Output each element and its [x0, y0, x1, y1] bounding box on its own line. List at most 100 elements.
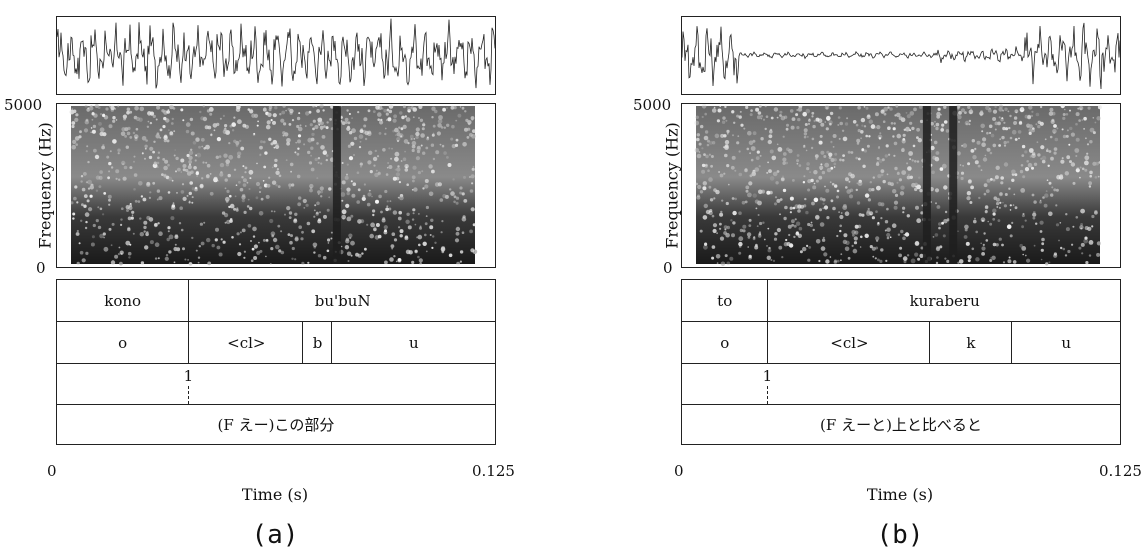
- spectrogram-speckle: [149, 146, 154, 151]
- spectrogram-speckle: [772, 259, 776, 262]
- spectrogram-speckle: [720, 210, 723, 214]
- spectrogram-speckle: [760, 114, 764, 118]
- spectrogram-speckle: [340, 192, 346, 197]
- spectrogram-speckle: [346, 173, 348, 176]
- spectrogram-speckle: [262, 238, 266, 242]
- spectrogram-speckle: [958, 121, 960, 123]
- spectrogram-speckle: [317, 117, 323, 123]
- spectrogram-closure-band: [949, 106, 958, 264]
- spectrogram-speckle: [810, 146, 814, 150]
- word-tier-segment: kono: [104, 291, 142, 310]
- spectrogram-speckle: [722, 116, 726, 120]
- spectrogram-speckle: [228, 154, 234, 160]
- spectrogram-speckle: [310, 154, 312, 157]
- spectrogram-speckle: [130, 216, 134, 220]
- spectrogram-speckle: [237, 119, 242, 125]
- spectrogram-speckle: [368, 189, 371, 192]
- spectrogram-speckle: [869, 181, 872, 184]
- spectrogram-speckle: [201, 145, 204, 148]
- spectrogram-speckle: [387, 117, 392, 122]
- spectrogram-speckle: [1050, 156, 1054, 161]
- spectrogram-speckle: [1024, 219, 1027, 222]
- spectrogram-speckle: [996, 202, 1000, 206]
- spectrogram-speckle: [906, 162, 909, 165]
- spectrogram-speckle: [815, 157, 818, 160]
- spectrogram-speckle: [132, 131, 136, 135]
- spectrogram-speckle: [1097, 175, 1100, 178]
- spectrogram-speckle: [88, 207, 93, 212]
- spectrogram-speckle: [442, 107, 446, 112]
- spectrogram-speckle: [886, 207, 889, 211]
- spectrogram-speckle: [731, 197, 735, 200]
- spectrogram-speckle: [1024, 254, 1027, 257]
- spectrogram-speckle: [706, 139, 710, 143]
- spectrogram-speckle: [422, 122, 425, 124]
- spectrogram-speckle: [803, 128, 808, 133]
- spectrogram-speckle: [934, 120, 936, 123]
- spectrogram-speckle: [455, 201, 459, 205]
- spectrogram-speckle: [233, 207, 237, 211]
- spectrogram-speckle: [377, 171, 381, 175]
- spectrogram-speckle: [819, 197, 823, 201]
- spectrogram-speckle: [914, 182, 918, 187]
- spectrogram-speckle: [152, 114, 156, 118]
- spectrogram-speckle: [268, 176, 271, 179]
- x-axis-label: Time (s): [866, 485, 934, 504]
- spectrogram-speckle: [133, 188, 136, 191]
- spectrogram-speckle: [779, 198, 783, 201]
- spectrogram-speckle: [943, 120, 948, 124]
- spectrogram-speckle: [1050, 156, 1054, 161]
- spectrogram-speckle: [964, 224, 969, 230]
- spectrogram-speckle: [301, 261, 305, 265]
- spectrogram-speckle: [174, 149, 176, 151]
- spectrogram-speckle: [808, 119, 811, 122]
- spectrogram-speckle: [107, 194, 112, 199]
- spectrogram-speckle: [1013, 193, 1016, 196]
- spectrogram-speckle: [398, 226, 401, 229]
- spectrogram-speckle: [796, 109, 799, 111]
- spectrogram-speckle: [268, 108, 272, 112]
- spectrogram-speckle: [1045, 262, 1049, 266]
- spectrogram-speckle: [790, 125, 795, 130]
- spectrogram-speckle: [1039, 200, 1042, 204]
- tone-boundary-marker: [188, 386, 190, 404]
- spectrogram-speckle: [315, 105, 318, 108]
- spectrogram-speckle: [813, 119, 816, 123]
- spectrogram-speckle: [284, 213, 286, 216]
- tone-tier: 1: [682, 364, 1120, 405]
- spectrogram-speckle: [1018, 121, 1023, 125]
- spectrogram-speckle: [319, 211, 321, 214]
- spectrogram-speckle: [350, 240, 355, 246]
- spectrogram-speckle: [1022, 175, 1026, 179]
- spectrogram-speckle: [157, 151, 161, 154]
- spectrogram-speckle: [857, 129, 861, 133]
- spectrogram-speckle: [1049, 135, 1053, 139]
- spectrogram-speckle: [1002, 201, 1004, 204]
- spectrogram-speckle: [723, 231, 727, 235]
- spectrogram-speckle: [446, 156, 449, 159]
- spectrogram-speckle: [774, 196, 778, 199]
- spectrogram-speckle: [159, 128, 163, 132]
- spectrogram-speckle: [807, 258, 811, 262]
- spectrogram-speckle: [273, 163, 278, 168]
- spectrogram-speckle: [961, 144, 964, 147]
- spectrogram-speckle: [341, 214, 347, 220]
- spectrogram-speckle: [78, 135, 82, 139]
- spectrogram-speckle: [732, 210, 737, 216]
- spectrogram-speckle: [711, 256, 715, 260]
- spectrogram-speckle: [1046, 149, 1049, 152]
- spectrogram-speckle: [286, 141, 290, 146]
- spectrogram-speckle: [708, 185, 712, 189]
- spectrogram-speckle: [833, 158, 837, 162]
- spectrogram-speckle: [317, 161, 320, 164]
- spectrogram-speckle: [275, 170, 280, 175]
- spectrogram-speckle: [72, 217, 75, 220]
- spectrogram-speckle: [758, 232, 762, 236]
- spectrogram-speckle: [1007, 110, 1010, 113]
- spectrogram-speckle: [945, 129, 950, 133]
- spectrogram-speckle: [416, 150, 421, 154]
- phone-tier-segment: k: [929, 322, 1011, 363]
- spectrogram-speckle: [91, 111, 95, 115]
- spectrogram-speckle: [110, 105, 115, 111]
- spectrogram-speckle: [1094, 210, 1098, 215]
